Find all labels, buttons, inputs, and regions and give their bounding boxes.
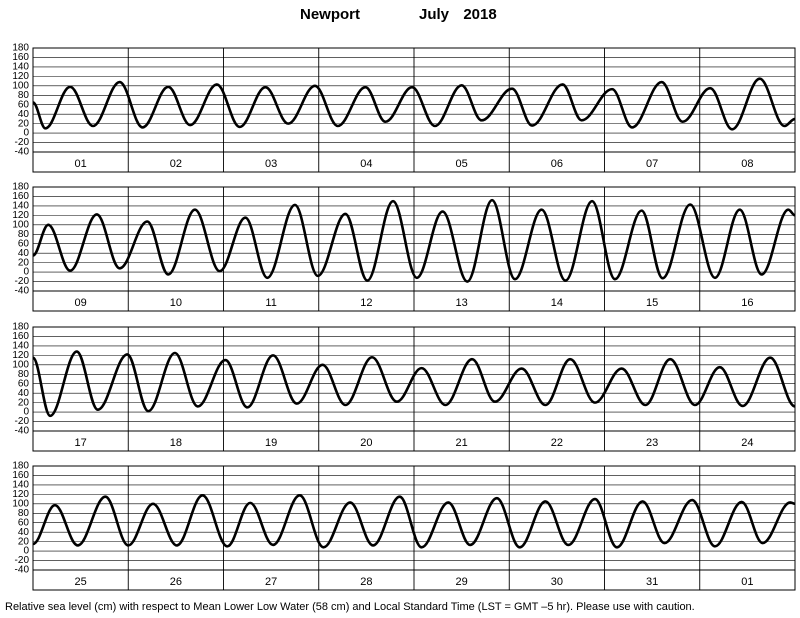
day-label: 08 bbox=[741, 158, 753, 170]
day-label: 07 bbox=[646, 158, 658, 170]
y-tick-label: -40 bbox=[15, 426, 30, 437]
y-tick-label: 160 bbox=[12, 331, 29, 342]
day-label: 21 bbox=[456, 437, 468, 449]
y-tick-label: 140 bbox=[12, 341, 29, 352]
day-label: 02 bbox=[170, 158, 182, 170]
y-tick-label: 120 bbox=[12, 350, 29, 361]
y-tick-label: 80 bbox=[18, 90, 30, 101]
y-tick-label: 40 bbox=[18, 527, 30, 538]
y-tick-label: 0 bbox=[23, 128, 29, 139]
day-label: 22 bbox=[551, 437, 563, 449]
day-label: 16 bbox=[741, 297, 753, 309]
tide-line bbox=[31, 350, 796, 418]
y-tick-label: 140 bbox=[12, 201, 29, 212]
y-tick-label: 80 bbox=[18, 369, 30, 380]
y-tick-label: -20 bbox=[15, 416, 30, 427]
y-tick-label: 100 bbox=[12, 80, 29, 91]
day-label: 28 bbox=[360, 576, 372, 588]
day-label: 20 bbox=[360, 437, 372, 449]
day-label: 12 bbox=[360, 297, 372, 309]
y-tick-label: 180 bbox=[12, 182, 29, 193]
location-title: Newport bbox=[300, 6, 360, 23]
plot-frame bbox=[32, 326, 796, 452]
y-tick-label: -40 bbox=[15, 565, 30, 576]
tide-line bbox=[32, 494, 796, 549]
day-label: 17 bbox=[75, 437, 87, 449]
y-tick-label: 100 bbox=[12, 498, 29, 509]
tide-line bbox=[32, 198, 796, 283]
day-label: 31 bbox=[646, 576, 658, 588]
y-tick-label: 120 bbox=[12, 489, 29, 500]
y-tick-label: 80 bbox=[18, 229, 30, 240]
y-tick-label: 100 bbox=[12, 219, 29, 230]
y-tick-label: 40 bbox=[18, 388, 30, 399]
y-tick-label: 60 bbox=[18, 517, 30, 528]
y-tick-label: -40 bbox=[15, 286, 30, 297]
y-tick-label: 160 bbox=[12, 470, 29, 481]
y-tick-label: 180 bbox=[12, 461, 29, 472]
y-tick-label: 20 bbox=[18, 397, 30, 408]
y-tick-label: 140 bbox=[12, 62, 29, 73]
y-tick-label: 20 bbox=[18, 118, 30, 129]
month-title: July bbox=[419, 6, 450, 23]
y-tick-label: 0 bbox=[23, 407, 29, 418]
day-label: 06 bbox=[551, 158, 563, 170]
day-label: 01 bbox=[75, 158, 87, 170]
y-tick-label: 120 bbox=[12, 71, 29, 82]
day-label: 26 bbox=[170, 576, 182, 588]
y-tick-label: -40 bbox=[15, 147, 30, 158]
y-tick-label: 180 bbox=[12, 322, 29, 333]
y-tick-label: 180 bbox=[12, 43, 29, 54]
plot-frame bbox=[32, 47, 796, 173]
y-tick-label: 60 bbox=[18, 238, 30, 249]
day-label: 30 bbox=[551, 576, 563, 588]
y-tick-label: 20 bbox=[18, 536, 30, 547]
day-label: 23 bbox=[646, 437, 658, 449]
day-label: 24 bbox=[741, 437, 753, 449]
day-label: 01 bbox=[741, 576, 753, 588]
day-label: 11 bbox=[265, 297, 276, 309]
y-tick-label: -20 bbox=[15, 276, 30, 287]
y-tick-label: 0 bbox=[23, 546, 29, 557]
tide-line bbox=[32, 77, 796, 131]
day-label: 29 bbox=[456, 576, 468, 588]
y-tick-label: 0 bbox=[23, 267, 29, 278]
plot-frame bbox=[32, 186, 796, 312]
day-label: 04 bbox=[360, 158, 372, 170]
y-tick-label: 160 bbox=[12, 52, 29, 63]
day-label: 27 bbox=[265, 576, 277, 588]
day-label: 19 bbox=[265, 437, 277, 449]
y-tick-label: 100 bbox=[12, 359, 29, 370]
footnote: Relative sea level (cm) with respect to … bbox=[5, 601, 695, 613]
y-tick-label: 20 bbox=[18, 257, 30, 268]
y-tick-label: -20 bbox=[15, 137, 30, 148]
day-label: 10 bbox=[170, 297, 182, 309]
y-tick-label: 60 bbox=[18, 378, 30, 389]
y-tick-label: 80 bbox=[18, 508, 30, 519]
day-label: 13 bbox=[456, 297, 468, 309]
day-label: 18 bbox=[170, 437, 182, 449]
y-tick-label: 60 bbox=[18, 99, 30, 110]
day-label: 03 bbox=[265, 158, 277, 170]
y-tick-label: -20 bbox=[15, 555, 30, 566]
day-label: 05 bbox=[456, 158, 468, 170]
y-tick-label: 40 bbox=[18, 248, 30, 259]
day-label: 25 bbox=[75, 576, 87, 588]
day-label: 09 bbox=[75, 297, 87, 309]
y-tick-label: 160 bbox=[12, 191, 29, 202]
y-tick-label: 120 bbox=[12, 210, 29, 221]
day-label: 14 bbox=[551, 297, 563, 309]
year-title: 2018 bbox=[463, 6, 496, 23]
day-label: 15 bbox=[646, 297, 658, 309]
y-tick-label: 140 bbox=[12, 480, 29, 491]
plot-frame bbox=[32, 465, 796, 591]
y-tick-label: 40 bbox=[18, 109, 30, 120]
